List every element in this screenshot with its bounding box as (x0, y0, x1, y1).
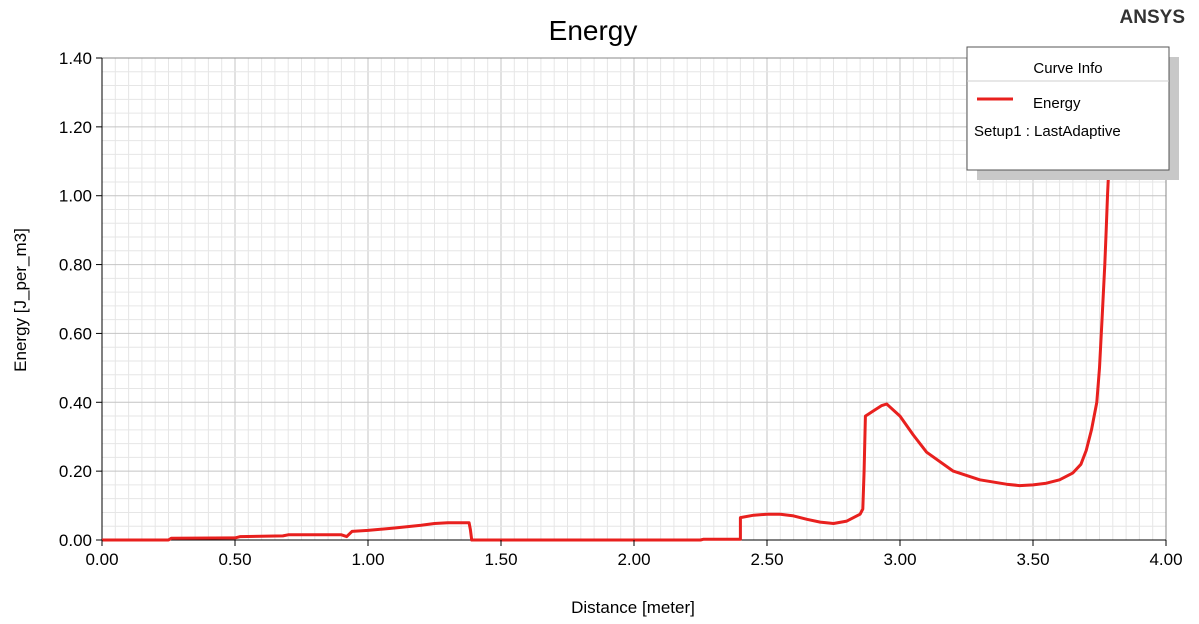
legend-box (966, 46, 1170, 171)
y-tick-label: 0.80 (59, 256, 92, 275)
x-tick-label: 2.50 (750, 550, 783, 569)
x-tick-label: 1.50 (484, 550, 517, 569)
grid-layer (101, 57, 1167, 541)
ansys-brand: ANSYS (1120, 7, 1185, 28)
x-tick-label: 0.00 (85, 550, 118, 569)
y-tick-label: 0.40 (59, 393, 92, 412)
x-tick-label: 1.00 (351, 550, 384, 569)
legend-entry-sub: Setup1 : LastAdaptive (974, 123, 1121, 140)
x-tick-label: 3.50 (1016, 550, 1049, 569)
x-axis-label: Distance [meter] (571, 598, 695, 617)
ticks-layer: 0.00 0.50 1.00 1.50 2.00 2.50 3.00 3.50 4.00 0.00… (59, 49, 1183, 569)
x-tick-label: 4.00 (1149, 550, 1182, 569)
y-axis-label: Energy [J_per_m3] (11, 228, 30, 372)
y-tick-label: 0.60 (59, 324, 92, 343)
y-tick-label: 0.00 (59, 531, 92, 550)
x-tick-label: 0.50 (218, 550, 251, 569)
legend-title: Curve Info (1033, 60, 1102, 77)
legend: Curve Info Energy Setup1 : LastAdaptive (966, 46, 1179, 180)
y-tick-label: 0.20 (59, 462, 92, 481)
y-tick-label: 1.00 (59, 187, 92, 206)
x-tick-label: 3.00 (883, 550, 916, 569)
y-tick-label: 1.40 (59, 49, 92, 68)
y-tick-label: 1.20 (59, 118, 92, 137)
legend-entry-name: Energy (1033, 95, 1081, 112)
chart-title: Energy (549, 15, 638, 46)
series-line-energy (102, 126, 1112, 542)
x-tick-label: 2.00 (617, 550, 650, 569)
series-layer (102, 126, 1112, 542)
